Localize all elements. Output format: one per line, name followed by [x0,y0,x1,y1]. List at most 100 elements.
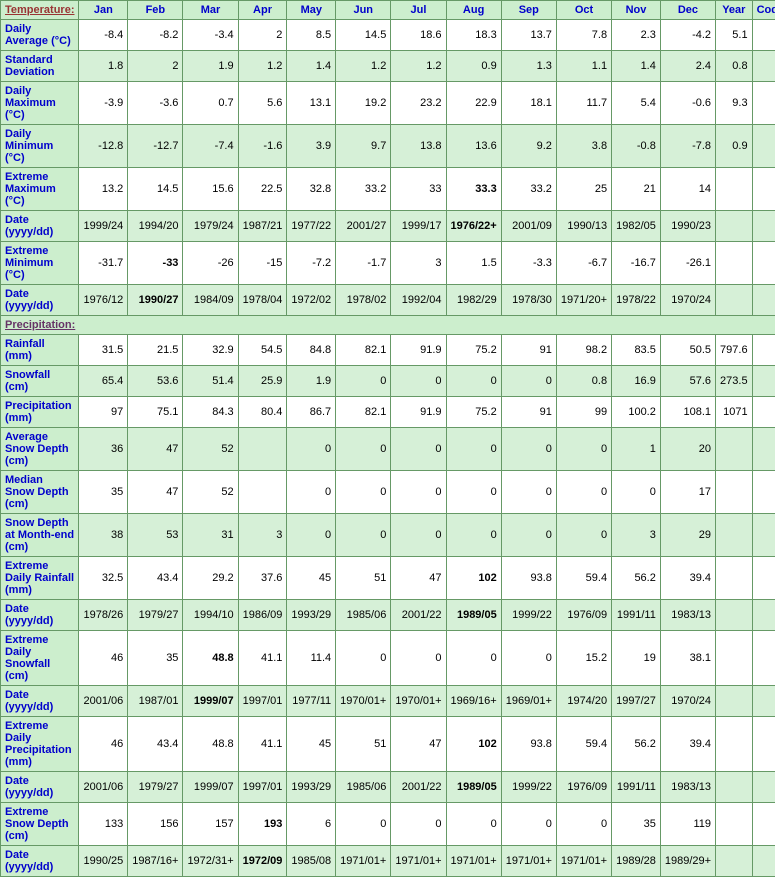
row-label: Average Snow Depth (cm) [1,428,79,471]
cell: 1972/31+ [183,846,238,877]
cell: 0 [336,471,391,514]
cell: 56.2 [612,557,661,600]
cell: A [752,335,775,366]
cell: 33.3 [446,168,501,211]
cell [716,772,753,803]
cell: 53 [128,514,183,557]
cell: 1978/04 [238,285,287,316]
cell [752,772,775,803]
cell: 43.4 [128,557,183,600]
cell: 0 [556,514,611,557]
cell: 14.5 [336,20,391,51]
cell: 35 [79,471,128,514]
cell: 1976/22+ [446,211,501,242]
cell: 5.6 [238,82,287,125]
cell: 133 [79,803,128,846]
col-header-dec[interactable]: Dec [660,1,715,20]
cell: 21 [612,168,661,211]
cell: 33 [391,168,446,211]
col-header-jan[interactable]: Jan [79,1,128,20]
col-header-code[interactable]: Code [752,1,775,20]
col-header-oct[interactable]: Oct [556,1,611,20]
col-header-apr[interactable]: Apr [238,1,287,20]
cell: -0.6 [660,82,715,125]
cell: -3.3 [501,242,556,285]
cell: 18.3 [446,20,501,51]
col-header-may[interactable]: May [287,1,336,20]
cell: 47 [128,428,183,471]
table-row: Date (yyyy/dd)2001/061987/011999/071997/… [1,686,775,717]
cell: 54.5 [238,335,287,366]
cell [716,557,753,600]
row-label: Standard Deviation [1,51,79,82]
cell: -7.8 [660,125,715,168]
cell: 82.1 [336,335,391,366]
table-row: Extreme Daily Snowfall (cm)463548.841.11… [1,631,775,686]
cell: 9.3 [716,82,753,125]
cell: 1987/16+ [128,846,183,877]
climate-table: Temperature:JanFebMarAprMayJunJulAugSepO… [0,0,775,877]
col-header-nov[interactable]: Nov [612,1,661,20]
cell: 1978/22 [612,285,661,316]
cell: 1.1 [556,51,611,82]
cell [752,557,775,600]
cell: 51.4 [183,366,238,397]
cell: 19 [612,631,661,686]
cell: 1.2 [391,51,446,82]
cell: 2001/09 [501,211,556,242]
cell: 91.9 [391,335,446,366]
cell: 1978/30 [501,285,556,316]
cell: 1994/20 [128,211,183,242]
cell: 5.1 [716,20,753,51]
col-header-jun[interactable]: Jun [336,1,391,20]
cell: 3 [238,514,287,557]
cell: 1970/01+ [336,686,391,717]
row-label: Precipitation (mm) [1,397,79,428]
cell: 51 [336,557,391,600]
cell: 0 [287,514,336,557]
col-header-jul[interactable]: Jul [391,1,446,20]
col-header-aug[interactable]: Aug [446,1,501,20]
cell: -16.7 [612,242,661,285]
col-header-feb[interactable]: Feb [128,1,183,20]
table-row: Daily Maximum (°C)-3.9-3.60.75.613.119.2… [1,82,775,125]
cell: 1970/01+ [391,686,446,717]
cell: -1.7 [336,242,391,285]
cell [716,803,753,846]
cell: 100.2 [612,397,661,428]
cell: -7.2 [287,242,336,285]
col-header-sep[interactable]: Sep [501,1,556,20]
col-header-mar[interactable]: Mar [183,1,238,20]
cell: 48.8 [183,717,238,772]
cell: 5.4 [612,82,661,125]
cell: 52 [183,428,238,471]
cell: 0 [446,631,501,686]
cell: 1979/24 [183,211,238,242]
cell: 1071 [716,397,753,428]
table-row: Date (yyyy/dd)1990/251987/16+1972/31+197… [1,846,775,877]
cell [752,211,775,242]
table-row: Date (yyyy/dd)1978/261979/271994/101986/… [1,600,775,631]
cell: 1989/29+ [660,846,715,877]
cell: -3.9 [79,82,128,125]
row-label: Extreme Daily Rainfall (mm) [1,557,79,600]
cell [752,600,775,631]
cell: 91 [501,335,556,366]
cell: 13.1 [287,82,336,125]
cell: 38.1 [660,631,715,686]
cell: 1976/12 [79,285,128,316]
cell: 0 [391,803,446,846]
cell: 1983/13 [660,772,715,803]
cell: 1986/09 [238,600,287,631]
cell: -15 [238,242,287,285]
cell: 1971/01+ [391,846,446,877]
cell: 1972/02 [287,285,336,316]
cell: 23.2 [391,82,446,125]
col-header-year[interactable]: Year [716,1,753,20]
cell: 1997/27 [612,686,661,717]
cell: 1993/29 [287,600,336,631]
cell: 0.9 [716,125,753,168]
cell: A [752,366,775,397]
cell: 0 [501,803,556,846]
row-label: Date (yyyy/dd) [1,772,79,803]
